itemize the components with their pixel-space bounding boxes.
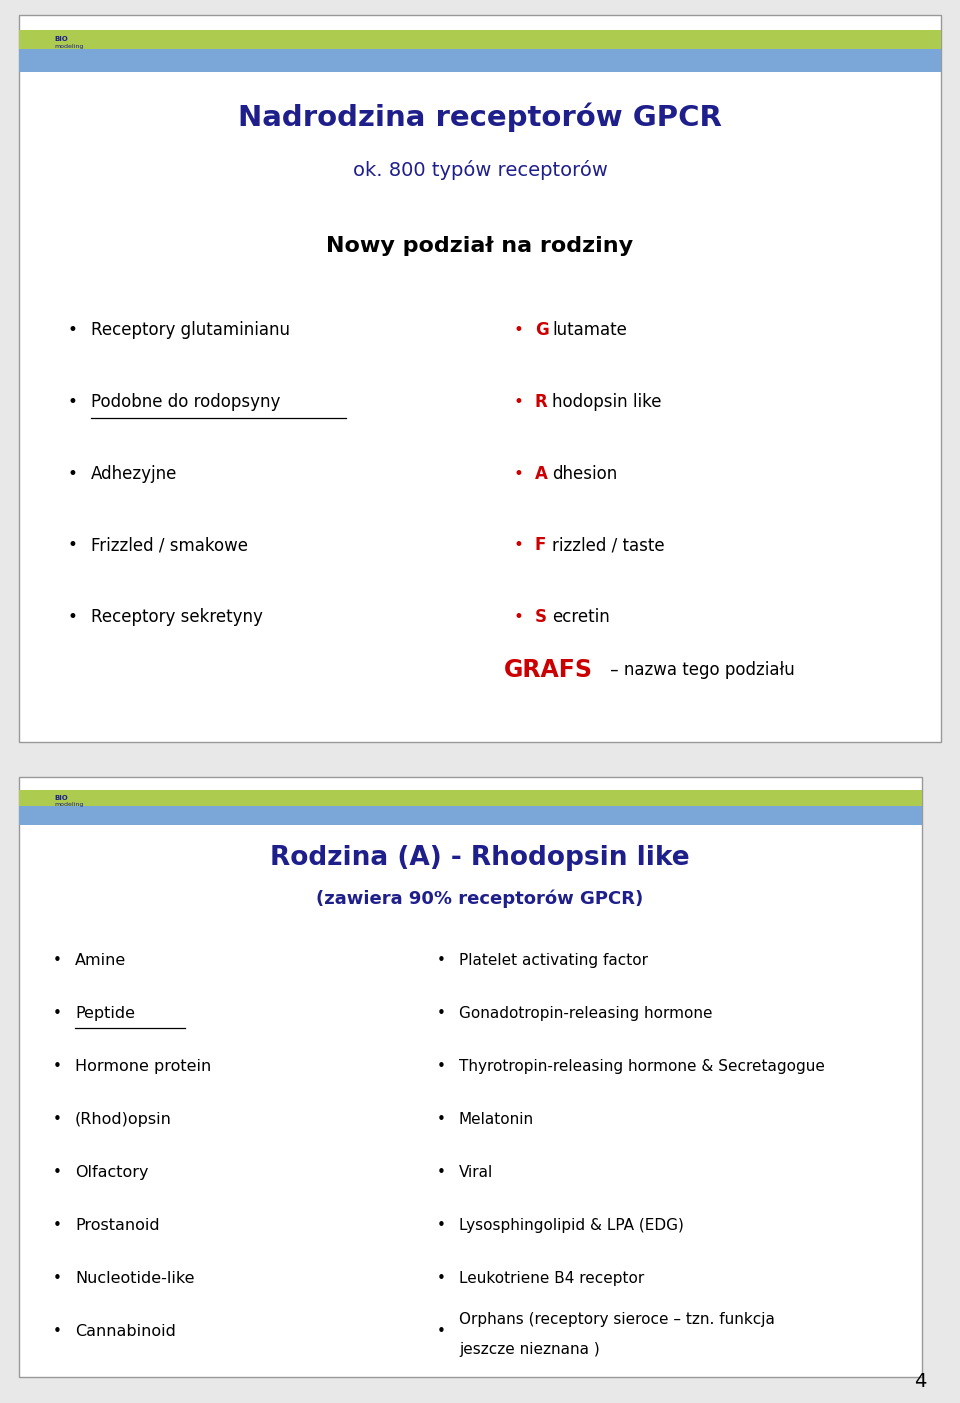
Text: ecretin: ecretin <box>552 609 610 627</box>
Text: Viral: Viral <box>459 1164 493 1180</box>
Text: •: • <box>437 1324 445 1338</box>
Text: •: • <box>67 464 77 483</box>
Bar <box>19 790 922 805</box>
Text: ok. 800 typów receptorów: ok. 800 typów receptorów <box>352 160 608 181</box>
Text: •: • <box>437 1164 445 1180</box>
Text: •: • <box>437 1113 445 1127</box>
Text: •: • <box>514 536 523 554</box>
Text: lutamate: lutamate <box>552 320 627 338</box>
Text: •: • <box>53 1324 61 1338</box>
Text: BIO: BIO <box>55 794 68 801</box>
Text: rizzled / taste: rizzled / taste <box>552 536 664 554</box>
Text: •: • <box>67 609 77 627</box>
FancyBboxPatch shape <box>19 15 941 742</box>
Text: Leukotriene B4 receptor: Leukotriene B4 receptor <box>459 1271 644 1287</box>
Text: Prostanoid: Prostanoid <box>75 1218 159 1233</box>
Text: R: R <box>535 393 547 411</box>
Bar <box>19 49 941 72</box>
Text: jeszcze nieznana ): jeszcze nieznana ) <box>459 1341 600 1357</box>
Text: •: • <box>53 954 61 968</box>
Text: •: • <box>67 320 77 338</box>
Text: Hormone protein: Hormone protein <box>75 1059 211 1075</box>
Text: •: • <box>437 1059 445 1075</box>
Text: Nadrodzina receptorów GPCR: Nadrodzina receptorów GPCR <box>238 102 722 132</box>
Text: Thyrotropin-releasing hormone & Secretagogue: Thyrotropin-releasing hormone & Secretag… <box>459 1059 825 1075</box>
Text: •: • <box>514 393 523 411</box>
FancyBboxPatch shape <box>19 777 922 1378</box>
Text: modeling: modeling <box>55 801 84 807</box>
Text: Frizzled / smakowe: Frizzled / smakowe <box>91 536 249 554</box>
Text: •: • <box>514 464 523 483</box>
Text: Orphans (receptory sieroce – tzn. funkcja: Orphans (receptory sieroce – tzn. funkcj… <box>459 1312 775 1327</box>
Text: •: • <box>53 1164 61 1180</box>
Text: Cannabinoid: Cannabinoid <box>75 1324 176 1338</box>
Bar <box>19 31 941 49</box>
Text: •: • <box>514 609 523 627</box>
Text: •: • <box>53 1271 61 1287</box>
Text: Adhezyjne: Adhezyjne <box>91 464 178 483</box>
Text: •: • <box>67 536 77 554</box>
Text: S: S <box>535 609 547 627</box>
Text: dhesion: dhesion <box>552 464 617 483</box>
Text: – nazwa tego podziału: – nazwa tego podziału <box>605 661 795 679</box>
Text: •: • <box>437 954 445 968</box>
Text: Olfactory: Olfactory <box>75 1164 149 1180</box>
Text: •: • <box>437 1271 445 1287</box>
Text: Nucleotide-like: Nucleotide-like <box>75 1271 194 1287</box>
Text: G: G <box>535 320 548 338</box>
Text: •: • <box>53 1006 61 1021</box>
Text: Lysosphingolipid & LPA (EDG): Lysosphingolipid & LPA (EDG) <box>459 1218 684 1233</box>
Text: •: • <box>514 320 523 338</box>
Text: •: • <box>53 1218 61 1233</box>
Text: •: • <box>53 1059 61 1075</box>
Text: hodopsin like: hodopsin like <box>552 393 661 411</box>
Text: (Rhod)opsin: (Rhod)opsin <box>75 1113 172 1127</box>
Text: Receptory sekretyny: Receptory sekretyny <box>91 609 263 627</box>
Text: •: • <box>437 1006 445 1021</box>
Text: Receptory glutaminianu: Receptory glutaminianu <box>91 320 290 338</box>
Bar <box>19 805 922 825</box>
Text: 4: 4 <box>914 1372 926 1392</box>
Text: •: • <box>437 1218 445 1233</box>
Text: Nowy podział na rodziny: Nowy podział na rodziny <box>326 236 634 257</box>
Text: GRAFS: GRAFS <box>504 658 593 682</box>
Text: BIO: BIO <box>55 36 68 42</box>
Text: Rodzina (A) - Rhodopsin like: Rodzina (A) - Rhodopsin like <box>270 845 690 871</box>
Text: Platelet activating factor: Platelet activating factor <box>459 954 648 968</box>
Text: •: • <box>53 1113 61 1127</box>
Text: (zawiera 90% receptorów GPCR): (zawiera 90% receptorów GPCR) <box>317 890 643 908</box>
Text: Podobne do rodopsyny: Podobne do rodopsyny <box>91 393 280 411</box>
Text: Amine: Amine <box>75 954 126 968</box>
Text: F: F <box>535 536 546 554</box>
Text: modeling: modeling <box>55 45 84 49</box>
Text: Peptide: Peptide <box>75 1006 134 1021</box>
Text: Gonadotropin-releasing hormone: Gonadotropin-releasing hormone <box>459 1006 712 1021</box>
Text: Melatonin: Melatonin <box>459 1113 534 1127</box>
Text: •: • <box>67 393 77 411</box>
Text: A: A <box>535 464 547 483</box>
